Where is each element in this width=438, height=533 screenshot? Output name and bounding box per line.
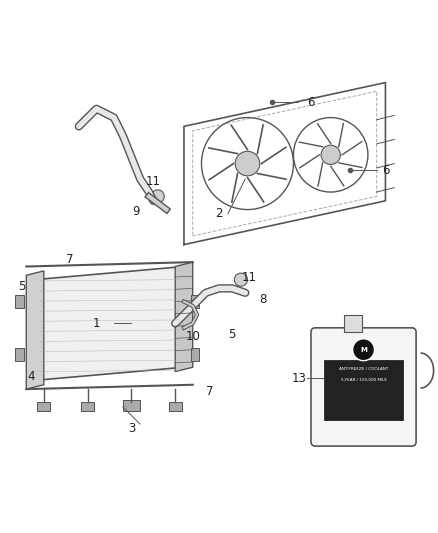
Circle shape bbox=[151, 190, 164, 203]
Text: 13: 13 bbox=[292, 372, 307, 385]
Text: 6: 6 bbox=[381, 164, 389, 176]
Bar bbox=[125, 402, 138, 411]
Bar bbox=[15, 348, 24, 361]
Text: 9: 9 bbox=[132, 205, 140, 218]
FancyBboxPatch shape bbox=[311, 328, 416, 446]
Text: 10: 10 bbox=[185, 330, 200, 343]
Bar bbox=[81, 402, 94, 411]
Text: 11: 11 bbox=[146, 175, 161, 188]
Bar bbox=[191, 295, 199, 308]
Bar bbox=[123, 400, 140, 411]
Polygon shape bbox=[35, 266, 184, 381]
Text: 5: 5 bbox=[229, 328, 236, 341]
Bar bbox=[169, 402, 182, 411]
Text: 5-YEAR / 150,000 MILE: 5-YEAR / 150,000 MILE bbox=[340, 378, 387, 382]
Bar bbox=[191, 348, 199, 361]
Text: 7: 7 bbox=[206, 385, 214, 398]
Circle shape bbox=[321, 145, 340, 165]
Circle shape bbox=[353, 339, 374, 361]
Circle shape bbox=[235, 151, 260, 176]
Text: ANTIFREEZE / COOLANT: ANTIFREEZE / COOLANT bbox=[339, 367, 388, 372]
Polygon shape bbox=[175, 262, 193, 372]
Text: 1: 1 bbox=[92, 317, 100, 330]
Text: 7: 7 bbox=[66, 253, 74, 266]
Text: 8: 8 bbox=[259, 293, 266, 306]
Circle shape bbox=[234, 273, 247, 286]
Bar bbox=[15, 295, 24, 308]
Bar bbox=[37, 402, 50, 411]
Text: 4: 4 bbox=[27, 369, 35, 383]
Text: 6: 6 bbox=[307, 96, 315, 109]
Bar bbox=[344, 314, 362, 332]
Text: 11: 11 bbox=[242, 271, 257, 284]
FancyBboxPatch shape bbox=[324, 360, 403, 420]
Text: 5: 5 bbox=[18, 280, 25, 293]
Text: 2: 2 bbox=[215, 207, 223, 221]
Text: M: M bbox=[360, 347, 367, 353]
Text: 3: 3 bbox=[128, 422, 135, 435]
Polygon shape bbox=[26, 271, 44, 389]
